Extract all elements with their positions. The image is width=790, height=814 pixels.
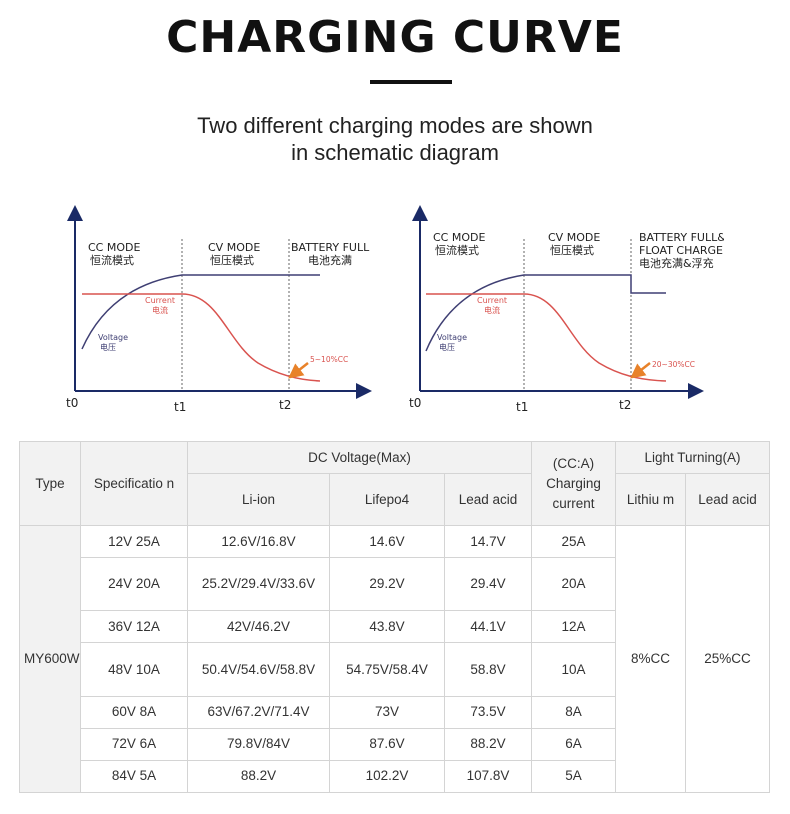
- cell-lead-acid: 88.2V: [444, 727, 532, 761]
- cell-charging-current: 5A: [531, 759, 616, 794]
- page-subtitle: Two different charging modes are shown i…: [0, 112, 790, 166]
- annotation-arrow-icon: [630, 362, 651, 379]
- zone-label-cv: CV MODE: [208, 241, 260, 254]
- charging-curve-diagram-cc-cv: CC MODE 恒流模式 CV MODE 恒压模式 BATTERY FULL 电…: [58, 203, 378, 418]
- zone-label-cv-cn: 恒压模式: [210, 254, 254, 267]
- annotation-label: 20~30%CC: [652, 360, 695, 369]
- table-row: 36V 12A 42V/46.2V 43.8V 44.1V 12A: [20, 610, 770, 644]
- subtitle-line-1: Two different charging modes are shown: [197, 113, 593, 138]
- spec-table: Type Specificatio n DC Voltage(Max) (CC:…: [19, 441, 770, 794]
- tick-t1: t1: [516, 400, 528, 414]
- light-lead-cell: 25%CC: [685, 525, 770, 793]
- cell-lead-acid: 73.5V: [444, 695, 532, 729]
- header-lead-acid: Lead acid: [444, 473, 532, 526]
- annotation-arrow-icon: [288, 362, 309, 379]
- cell-lifepo4: 14.6V: [329, 524, 445, 559]
- cell-lead-acid: 58.8V: [444, 642, 532, 697]
- table-row: 48V 10A 50.4V/54.6V/58.8V 54.75V/58.4V 5…: [20, 642, 770, 697]
- zone-label-full-cn: 电池充满&浮充: [639, 256, 714, 270]
- voltage-label-cn: 电压: [439, 342, 455, 352]
- cell-lead-acid: 44.1V: [444, 610, 532, 644]
- zone-label-cv: CV MODE: [548, 231, 600, 244]
- cell-li-ion: 12.6V/16.8V: [187, 524, 330, 559]
- tick-t0: t0: [66, 396, 78, 410]
- zone-label-cc-cn: 恒流模式: [90, 253, 134, 267]
- cell-spec: 72V 6A: [80, 727, 188, 761]
- table-row: MY600W 12V 25A 12.6V/16.8V 14.6V 14.7V 2…: [19, 524, 770, 793]
- cell-lifepo4: 73V: [329, 695, 445, 729]
- zone-label-cv-cn: 恒压模式: [550, 244, 594, 257]
- cell-li-ion: 42V/46.2V: [187, 610, 330, 644]
- zone-label-cc: CC MODE: [88, 241, 140, 254]
- tick-t2: t2: [619, 398, 631, 412]
- zone-label-cc: CC MODE: [433, 231, 485, 244]
- cell-li-ion: 50.4V/54.6V/58.8V: [187, 642, 330, 697]
- cell-charging-current: 25A: [531, 524, 616, 559]
- zone-label-full: BATTERY FULL: [291, 241, 370, 254]
- header-light-turning: Light Turning(A): [615, 441, 770, 474]
- header-type: Type: [19, 441, 81, 526]
- cell-li-ion: 79.8V/84V: [187, 727, 330, 761]
- cell-spec: 48V 10A: [80, 642, 188, 697]
- cell-lead-acid: 107.8V: [444, 759, 532, 794]
- tick-t2: t2: [279, 398, 291, 412]
- header-li-ion: Li-ion: [187, 473, 330, 526]
- table-row: 24V 20A 25.2V/29.4V/33.6V 29.2V 29.4V 20…: [20, 557, 770, 612]
- charging-curve-diagram-float: CC MODE 恒流模式 CV MODE 恒压模式 BATTERY FULL& …: [404, 203, 724, 418]
- voltage-label: Voltage: [98, 333, 128, 342]
- header-specification: Specificatio n: [80, 441, 188, 526]
- charging-curve-svg-right: CC MODE 恒流模式 CV MODE 恒压模式 BATTERY FULL& …: [409, 205, 724, 414]
- header-charging-current: (CC:A) Charging current: [531, 441, 616, 526]
- annotation-label: 5~10%CC: [310, 355, 348, 364]
- model-cell: MY600W: [19, 525, 81, 793]
- cell-lead-acid: 29.4V: [444, 557, 532, 612]
- current-label: Current: [145, 296, 175, 305]
- cell-charging-current: 8A: [531, 695, 616, 729]
- voltage-curve: [425, 274, 666, 352]
- header-lead-acid-light: Lead acid: [685, 473, 770, 526]
- cell-lifepo4: 54.75V/58.4V: [329, 642, 445, 697]
- cell-lifepo4: 102.2V: [329, 759, 445, 794]
- cell-lifepo4: 29.2V: [329, 557, 445, 612]
- header-lithium: Lithiu m: [615, 473, 686, 526]
- current-label-cn: 电流: [484, 305, 500, 315]
- cell-spec: 36V 12A: [80, 610, 188, 644]
- cell-spec: 12V 25A: [80, 524, 188, 559]
- cell-spec: 24V 20A: [80, 557, 188, 612]
- tick-t0: t0: [409, 396, 421, 410]
- zone-label-full: BATTERY FULL&: [639, 231, 724, 244]
- cell-lead-acid: 14.7V: [444, 524, 532, 559]
- current-label: Current: [477, 296, 507, 305]
- cell-li-ion: 63V/67.2V/71.4V: [187, 695, 330, 729]
- cell-li-ion: 25.2V/29.4V/33.6V: [187, 557, 330, 612]
- zone-label-full-cn: 电池充满: [308, 253, 352, 267]
- charging-curve-svg-left: CC MODE 恒流模式 CV MODE 恒压模式 BATTERY FULL 电…: [66, 205, 372, 414]
- voltage-label: Voltage: [437, 333, 467, 342]
- current-label-cn: 电流: [152, 305, 168, 315]
- header-lifepo4: Lifepo4: [329, 473, 445, 526]
- zone-label-cc-cn: 恒流模式: [435, 243, 479, 257]
- tick-t1: t1: [174, 400, 186, 414]
- cell-spec: 84V 5A: [80, 759, 188, 794]
- cell-li-ion: 88.2V: [187, 759, 330, 794]
- voltage-curve: [81, 274, 320, 350]
- zone-label-float: FLOAT CHARGE: [639, 244, 723, 257]
- cell-spec: 60V 8A: [80, 695, 188, 729]
- cell-charging-current: 20A: [531, 557, 616, 612]
- cell-lifepo4: 43.8V: [329, 610, 445, 644]
- cell-lifepo4: 87.6V: [329, 727, 445, 761]
- subtitle-line-2: in schematic diagram: [291, 140, 499, 165]
- page-title: CHARGING CURVE: [166, 12, 624, 63]
- title-underline: [370, 80, 452, 84]
- cell-charging-current: 10A: [531, 642, 616, 697]
- table-row: 84V 5A 88.2V 102.2V 107.8V 5A: [20, 759, 770, 794]
- header-dc-voltage: DC Voltage(Max): [187, 441, 532, 474]
- voltage-label-cn: 电压: [100, 342, 116, 352]
- header-cc-a: (CC:A): [552, 455, 595, 471]
- light-lithium-cell: 8%CC: [615, 525, 686, 793]
- cell-charging-current: 6A: [531, 727, 616, 761]
- header-charging-current-label: Charging current: [546, 475, 601, 511]
- cell-charging-current: 12A: [531, 610, 616, 644]
